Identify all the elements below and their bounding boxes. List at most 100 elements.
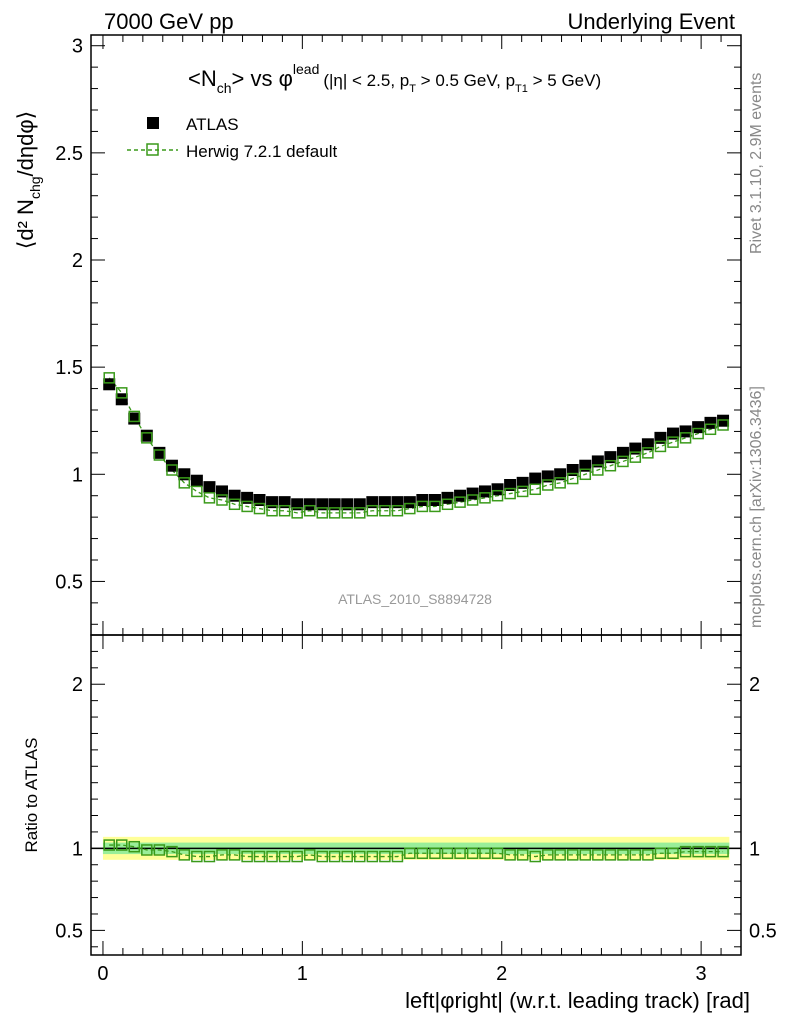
mc-point <box>491 489 504 502</box>
ratio-y-tick-label-right: 1 <box>749 838 760 860</box>
mc-point <box>566 472 579 485</box>
ratio-point <box>654 847 667 860</box>
main-y-label: ⟨d² Nchg/dηdφ⟩ <box>13 111 43 249</box>
data-point <box>454 489 467 502</box>
ratio-point <box>554 849 566 861</box>
mc-series-line <box>108 377 724 514</box>
mc-point <box>542 479 554 491</box>
x-tick-label: 2 <box>496 963 507 985</box>
data-point <box>140 429 153 442</box>
data-points <box>103 378 730 511</box>
mc-point <box>391 504 404 517</box>
mc-point <box>128 410 141 423</box>
side-rivet: Rivet 3.1.10, 2.9M events <box>748 73 765 254</box>
ratio-y-tick-label: 2 <box>72 674 83 696</box>
mc-point <box>166 464 178 476</box>
ratio-point <box>642 849 654 861</box>
mc-point <box>629 451 642 463</box>
data-point <box>115 393 128 406</box>
ratio-point <box>103 839 115 851</box>
main-y-tick-label: 2 <box>72 250 83 272</box>
ratio-point <box>115 839 128 851</box>
ratio-point <box>241 850 253 863</box>
legend-mc-marker <box>146 143 159 156</box>
ratio-point <box>266 850 278 863</box>
mc-point <box>717 419 729 431</box>
main-axis-ticks: 0.5 1 1.5 2 2.5 3 <box>55 35 742 635</box>
ratio-point <box>542 849 554 861</box>
data-point <box>190 474 203 487</box>
ratio-point <box>316 850 329 863</box>
ratio-point <box>228 849 241 861</box>
mc-point <box>504 487 516 500</box>
ratio-point <box>479 847 491 860</box>
data-point <box>416 494 429 506</box>
mc-point <box>466 494 479 506</box>
ratio-point <box>404 847 416 860</box>
mc-point <box>278 504 291 517</box>
header-right: Underlying Event <box>567 9 735 34</box>
mc-point <box>141 432 153 444</box>
data-point <box>203 481 216 494</box>
ratio-points <box>103 839 729 863</box>
mc-point <box>667 436 679 448</box>
main-y-tick-label: 2.5 <box>55 143 83 165</box>
mc-point <box>216 494 228 506</box>
legend-data-marker <box>147 117 159 129</box>
data-point <box>692 421 705 434</box>
ratio-point <box>629 849 642 861</box>
main-y-tick-label: 1.5 <box>55 357 83 379</box>
ratio-uncertainty-bands <box>91 836 741 860</box>
ratio-point <box>203 850 216 863</box>
ratio-point <box>153 844 166 856</box>
x-tick-label: 1 <box>297 963 308 985</box>
mc-point <box>103 372 115 384</box>
ratio-y-label: Ratio to ATLAS <box>22 738 41 853</box>
ratio-y-tick-label-right: 2 <box>749 674 760 696</box>
mc-point <box>241 500 253 513</box>
ratio-point <box>504 849 516 861</box>
ratio-y-tick-label-right: 0.5 <box>749 920 777 942</box>
mc-point <box>115 387 128 399</box>
data-point <box>103 378 116 391</box>
ratio-axis-ticks: 0.5 0.5 1 1 2 2 0 1 2 3 <box>55 634 777 985</box>
data-point <box>529 472 542 485</box>
ratio-point <box>667 847 679 860</box>
mc-point <box>266 504 278 517</box>
ratio-point <box>429 847 441 860</box>
ratio-point <box>191 850 203 863</box>
legend-data-label: ATLAS <box>186 115 239 134</box>
mc-point <box>228 498 241 511</box>
ratio-point <box>328 850 341 863</box>
ratio-point <box>441 847 454 860</box>
ratio-point <box>391 850 404 863</box>
mc-point <box>379 504 391 517</box>
mc-point <box>416 500 429 513</box>
mc-point <box>178 477 191 489</box>
ratio-point <box>717 845 729 858</box>
ratio-point <box>491 847 504 860</box>
x-axis-label: left|φright| (w.r.t. leading track) [rad… <box>405 988 750 1013</box>
mc-point <box>604 459 617 472</box>
mc-point <box>341 507 353 519</box>
mc-point <box>404 502 416 515</box>
ratio-point <box>466 847 479 860</box>
mc-point <box>429 500 441 513</box>
mc-point <box>704 423 717 436</box>
mc-point <box>479 492 491 504</box>
data-point <box>128 412 141 425</box>
mc-point <box>579 468 592 481</box>
x-tick-label: 3 <box>696 963 707 985</box>
ratio-y-tick-label: 1 <box>72 838 83 860</box>
watermark: ATLAS_2010_S8894728 <box>338 591 492 607</box>
mc-point <box>617 455 629 468</box>
ratio-point <box>366 850 379 863</box>
ratio-point <box>617 849 629 861</box>
ratio-point <box>128 840 141 853</box>
ratio-panel-frame <box>90 634 742 956</box>
mc-point <box>316 507 329 519</box>
header-left: 7000 GeV pp <box>104 9 234 34</box>
mc-point <box>516 485 529 498</box>
ratio-point <box>253 850 266 863</box>
